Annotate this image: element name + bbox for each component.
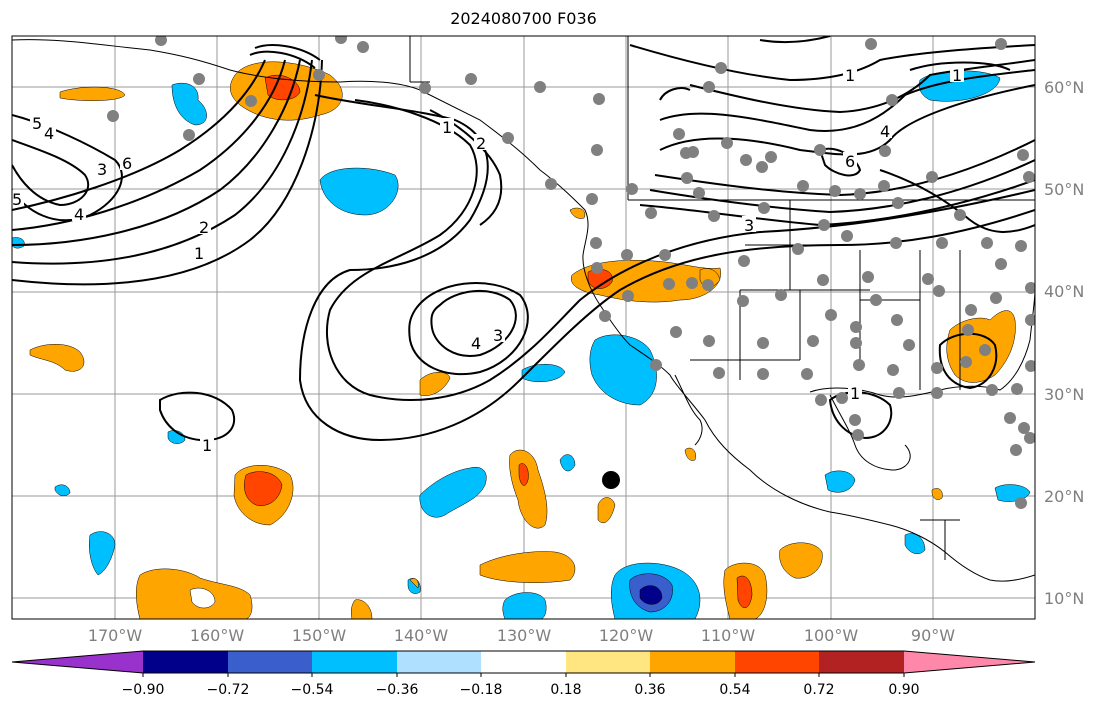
lat-label-10: 10°N [1044, 589, 1085, 608]
colorbar-tick-label: 0.72 [803, 682, 835, 698]
lat-label-50: 50°N [1044, 180, 1085, 199]
contour-label-1f: 1 [202, 436, 212, 455]
lat-label-20: 20°N [1044, 487, 1085, 506]
lat-label-40: 40°N [1044, 282, 1085, 301]
contour-label-1: 1 [194, 244, 204, 263]
colorbar-tick-label: −0.18 [459, 682, 503, 698]
contour-label-1c: 1 [845, 66, 855, 85]
colorbar-tick-label: 0.90 [888, 682, 920, 698]
contour-label-2: 2 [199, 218, 209, 237]
lon-label-120: 120°W [598, 626, 654, 645]
contour-label-6b: 6 [845, 152, 855, 171]
contour-label-4c: 4 [471, 334, 481, 353]
contour-label-4b: 4 [44, 124, 54, 143]
contour-label-1d: 1 [952, 66, 962, 85]
colorbar-tick-label: −0.90 [121, 682, 165, 698]
highlight-marker [602, 471, 620, 489]
map-title: 2024080700 F036 [450, 9, 597, 28]
lon-label-160: 160°W [189, 626, 245, 645]
lon-label-100: 100°W [803, 626, 859, 645]
colorbar-tick-label: 0.54 [719, 682, 751, 698]
lat-label-30: 30°N [1044, 385, 1085, 404]
colorbar-tick-label: 0.36 [634, 682, 666, 698]
lon-label-170: 170°W [87, 626, 143, 645]
station-dots [107, 36, 1035, 509]
contour-label-5b: 5 [12, 190, 22, 209]
colorbar-tick-label: −0.72 [206, 682, 250, 698]
contour-value-labels: 2 1 4 3 6 5 4 1 2 4 3 3 4 6 [12, 66, 964, 455]
shaded-regions [12, 61, 1031, 619]
lon-label-150: 150°W [291, 626, 347, 645]
colorbar-tick-label: −0.54 [290, 682, 334, 698]
lon-label-140: 140°W [393, 626, 449, 645]
contour-label-3b: 3 [493, 326, 503, 345]
lon-label-130: 130°W [496, 626, 552, 645]
lat-label-60: 60°N [1044, 78, 1085, 97]
contour-label-5: 5 [32, 114, 42, 133]
colorbar-tick-label: −0.36 [375, 682, 419, 698]
contour-label-4d: 4 [880, 122, 890, 141]
contour-label-3c: 3 [744, 216, 754, 235]
lon-label-110: 110°W [700, 626, 756, 645]
contour-label-2b: 2 [476, 134, 486, 153]
lon-label-90: 90°W [910, 626, 956, 645]
contour-label-3: 3 [97, 160, 107, 179]
colorbar-tick-label: 0.18 [550, 682, 582, 698]
plot-frame [11, 35, 1036, 620]
contour-label-1e: 1 [850, 384, 860, 403]
contour-label-4: 4 [74, 205, 84, 224]
contour-label-6: 6 [122, 154, 132, 173]
contour-label-1b: 1 [442, 118, 452, 137]
